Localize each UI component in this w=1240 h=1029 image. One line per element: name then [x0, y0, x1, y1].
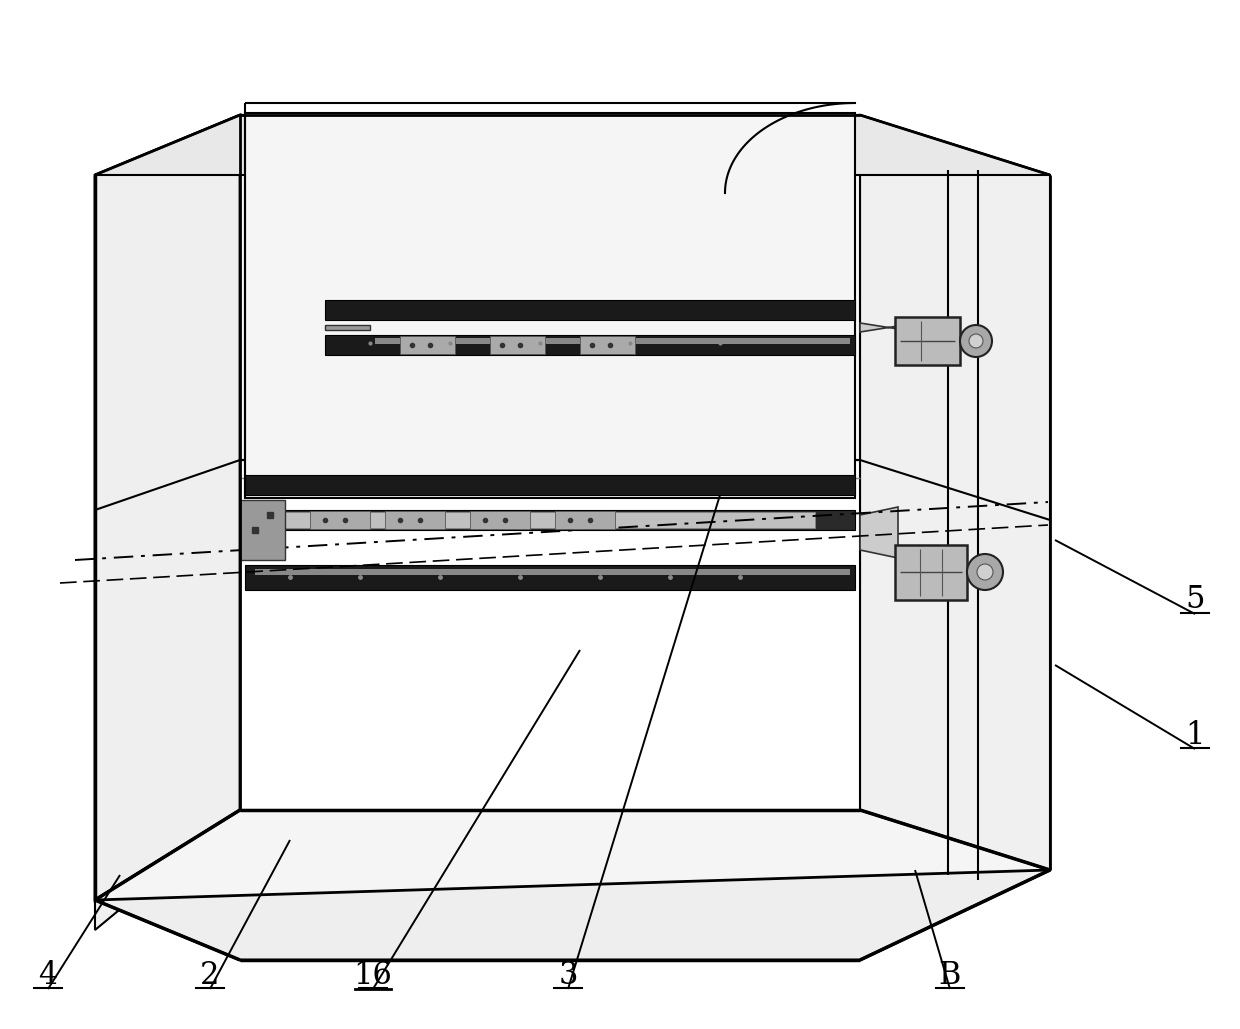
Text: 1: 1: [1185, 719, 1205, 750]
Text: 3: 3: [558, 959, 578, 991]
Polygon shape: [255, 569, 849, 575]
Polygon shape: [241, 500, 285, 560]
Circle shape: [967, 554, 1003, 590]
Polygon shape: [861, 507, 898, 558]
Polygon shape: [861, 115, 1050, 870]
Polygon shape: [246, 565, 856, 590]
Circle shape: [977, 564, 993, 580]
Polygon shape: [285, 512, 815, 528]
Text: 2: 2: [200, 959, 219, 991]
Polygon shape: [95, 810, 241, 960]
Polygon shape: [325, 325, 370, 330]
Polygon shape: [246, 113, 856, 498]
Polygon shape: [384, 511, 445, 529]
Polygon shape: [374, 338, 849, 344]
Polygon shape: [556, 511, 615, 529]
Polygon shape: [95, 870, 1050, 960]
Polygon shape: [401, 336, 455, 354]
Circle shape: [960, 325, 992, 357]
Polygon shape: [895, 545, 967, 600]
Text: 16: 16: [353, 959, 392, 991]
Polygon shape: [246, 510, 856, 530]
Polygon shape: [895, 317, 960, 365]
Polygon shape: [246, 475, 856, 495]
Text: 5: 5: [1185, 584, 1205, 615]
Polygon shape: [470, 511, 529, 529]
Text: B: B: [939, 959, 961, 991]
Polygon shape: [490, 336, 546, 354]
Circle shape: [968, 334, 983, 348]
Polygon shape: [310, 511, 370, 529]
Polygon shape: [580, 336, 635, 354]
Polygon shape: [95, 810, 1050, 960]
Polygon shape: [241, 115, 861, 460]
Text: 4: 4: [38, 959, 57, 991]
Polygon shape: [241, 460, 861, 810]
Polygon shape: [325, 300, 856, 320]
Polygon shape: [325, 335, 856, 355]
Polygon shape: [861, 323, 898, 332]
Polygon shape: [95, 115, 1050, 175]
Polygon shape: [95, 115, 241, 900]
Polygon shape: [95, 870, 1050, 960]
